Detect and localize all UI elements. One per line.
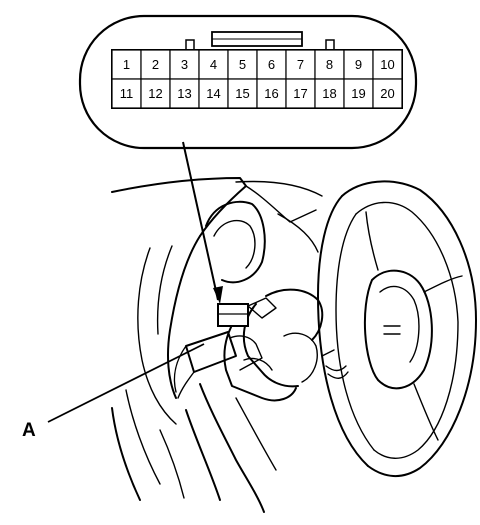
pin-number-17: 17 — [293, 86, 307, 101]
pin-number-2: 2 — [152, 57, 159, 72]
dashboard-drawing — [111, 177, 323, 425]
pin-cell — [343, 78, 374, 109]
pin-number-12: 12 — [148, 86, 162, 101]
lower-dash-drawing — [111, 389, 185, 501]
pin-number-5: 5 — [239, 57, 246, 72]
pin-cell — [227, 49, 258, 80]
pin-number-19: 19 — [351, 86, 365, 101]
pin-cell — [372, 49, 403, 80]
pin-number-7: 7 — [297, 57, 304, 72]
pin-number-11: 11 — [120, 86, 134, 101]
pin-number-15: 15 — [235, 86, 249, 101]
leader-line-connector — [182, 141, 223, 304]
callout-a-label: A — [22, 420, 36, 441]
pin-number-1: 1 — [123, 57, 130, 72]
connector-key-left — [185, 39, 195, 51]
column-connector — [217, 303, 249, 327]
pin-cell — [140, 49, 171, 80]
steering-wheel-drawing — [317, 180, 477, 477]
pin-number-4: 4 — [210, 57, 217, 72]
pin-cell — [111, 49, 142, 80]
pin-number-9: 9 — [355, 57, 362, 72]
pin-cells — [111, 49, 403, 109]
pin-cell — [140, 78, 171, 109]
pin-number-8: 8 — [326, 57, 333, 72]
pin-cell — [227, 78, 258, 109]
callout-a: A — [22, 343, 205, 441]
pin-cell — [372, 78, 403, 109]
pin-number-18: 18 — [322, 86, 336, 101]
pin-number-6: 6 — [268, 57, 275, 72]
connector-key-right — [325, 39, 335, 51]
pin-number-20: 20 — [380, 86, 394, 101]
pin-cell — [256, 78, 287, 109]
steering-column-drawing — [173, 288, 324, 513]
pin-number-3: 3 — [181, 57, 188, 72]
pin-cell — [198, 49, 229, 80]
pin-cell — [314, 78, 345, 109]
pin-cell — [169, 78, 200, 109]
pin-number-14: 14 — [206, 86, 220, 101]
pin-number-16: 16 — [264, 86, 278, 101]
pin-number-13: 13 — [177, 86, 191, 101]
pin-number-10: 10 — [380, 57, 394, 72]
